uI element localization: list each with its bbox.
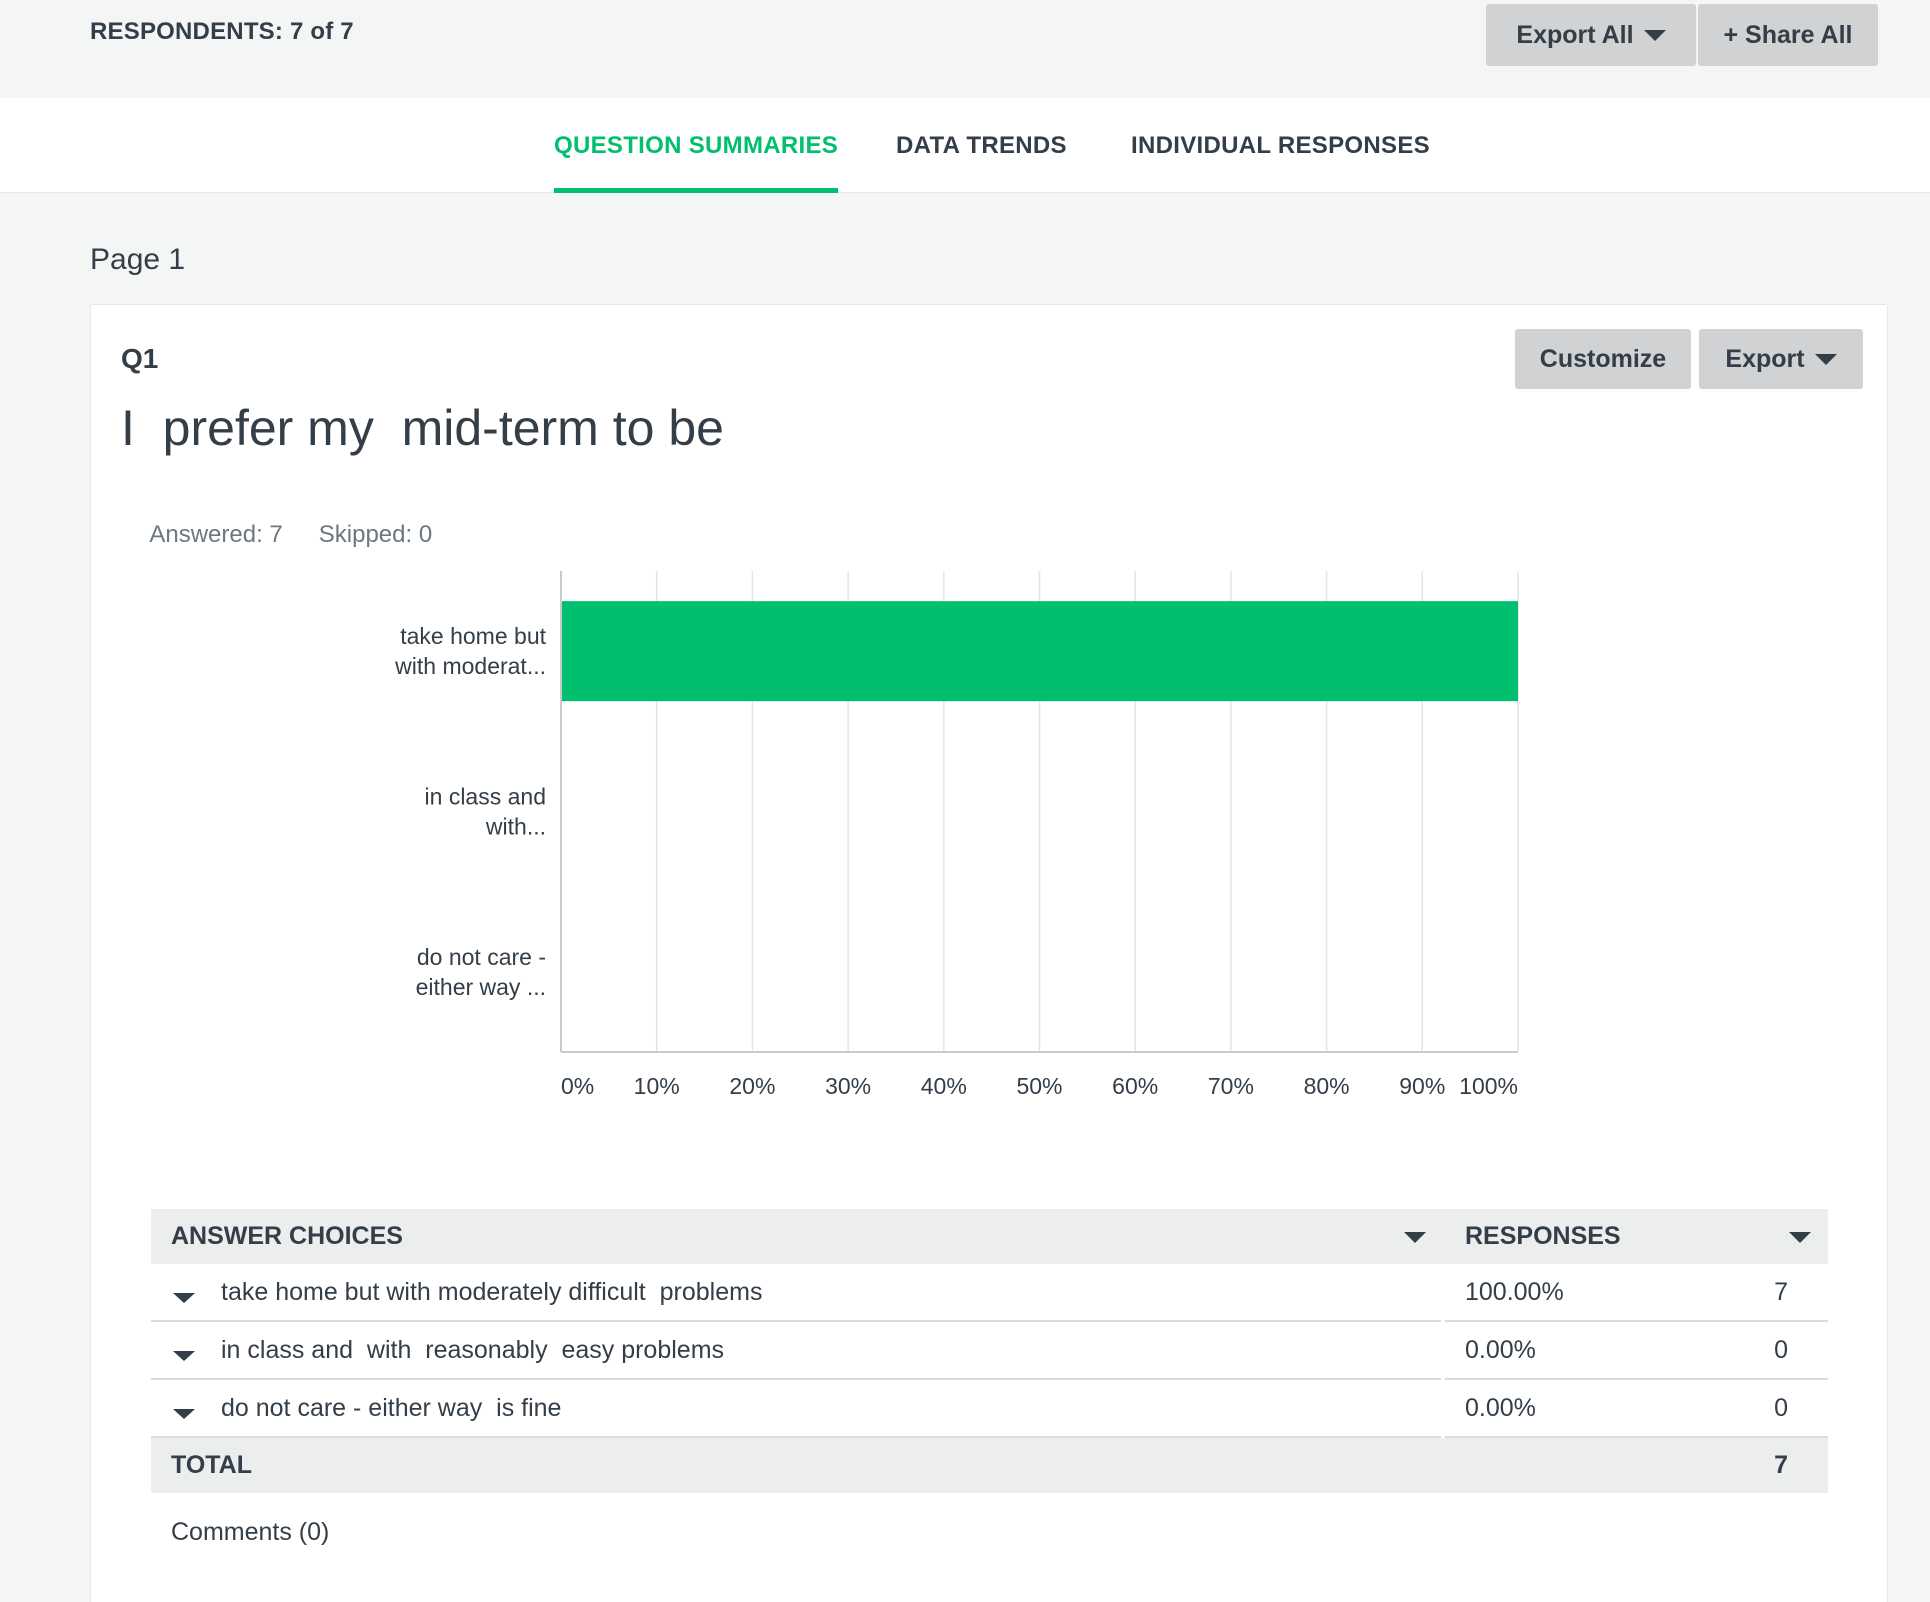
response-count: 7 (1774, 1277, 1788, 1306)
tab-question-summaries[interactable]: QUESTION SUMMARIES (554, 98, 839, 193)
question-number: Q1 (121, 343, 159, 374)
table-row: in class and with reasonably easy proble… (151, 1322, 1828, 1380)
bar-chart: take home but with moderat... in class and… (394, 571, 1519, 1099)
x-tick-label: 0% (561, 1073, 594, 1099)
export-label: Export (1725, 344, 1805, 373)
customize-label: Customize (1539, 344, 1667, 373)
choice-cell: in class and with reasonably easy proble… (151, 1322, 1441, 1380)
response-percent: 0.00% (1465, 1335, 1536, 1364)
share-all-button[interactable]: + Share All (1698, 4, 1878, 66)
sort-caret-icon[interactable] (1789, 1232, 1811, 1243)
export-all-button[interactable]: Export All (1486, 4, 1696, 66)
answered-count: Answered: 7 (149, 521, 283, 548)
choice-cell: do not care - either way is fine (151, 1380, 1441, 1438)
response-count: 0 (1774, 1393, 1788, 1422)
chevron-down-icon (1814, 353, 1837, 365)
expand-caret-icon[interactable] (173, 1293, 195, 1303)
x-tick-label: 50% (1016, 1073, 1062, 1099)
category-label: either way ... (416, 974, 546, 1000)
category-label: take home but (400, 623, 546, 649)
x-tick-label: 40% (921, 1073, 967, 1099)
response-cell: 0.00% 0 (1445, 1380, 1828, 1438)
x-tick-label: 60% (1112, 1073, 1158, 1099)
category-label: do not care - (417, 944, 546, 970)
x-tick-label: 100% (1459, 1073, 1518, 1099)
response-percent: 0.00% (1465, 1393, 1536, 1422)
choice-cell: take home but with moderately difficult … (151, 1264, 1441, 1322)
page-title: Page 1 (90, 243, 186, 276)
tab-bar: QUESTION SUMMARIES DATA TRENDS INDIVIDUA… (0, 98, 1930, 193)
top-bar: RESPONDENTS: 7 of 7 Export All + Share A… (0, 0, 1930, 98)
x-tick-label: 80% (1304, 1073, 1350, 1099)
response-cell: 100.00% 7 (1445, 1264, 1828, 1322)
x-tick-label: 20% (729, 1073, 775, 1099)
choice-text: take home but with moderately difficult … (221, 1277, 763, 1306)
header-choices-label: ANSWER CHOICES (171, 1222, 403, 1250)
x-tick-label: 90% (1399, 1073, 1445, 1099)
response-stats: Answered: 7 Skipped: 0 (124, 493, 468, 577)
choice-text: in class and with reasonably easy proble… (221, 1335, 725, 1364)
x-tick-label: 30% (825, 1073, 871, 1099)
choice-text: do not care - either way is fine (221, 1393, 562, 1422)
x-tick-label: 70% (1208, 1073, 1254, 1099)
sort-caret-icon[interactable] (1404, 1232, 1426, 1243)
response-percent: 100.00% (1465, 1277, 1564, 1306)
export-button[interactable]: Export (1699, 329, 1863, 389)
export-all-label: Export All (1516, 20, 1634, 49)
category-label: with... (485, 814, 546, 840)
response-count: 0 (1774, 1335, 1788, 1364)
header-responses-label: RESPONSES (1465, 1222, 1621, 1250)
chevron-down-icon (1643, 29, 1666, 41)
total-label: TOTAL (171, 1451, 253, 1479)
table-row: do not care - either way is fine 0.00% 0 (151, 1380, 1828, 1438)
x-tick-label: 10% (634, 1073, 680, 1099)
expand-caret-icon[interactable] (173, 1409, 195, 1419)
tab-individual-responses[interactable]: INDIVIDUAL RESPONSES (1131, 131, 1430, 159)
category-label: in class and (425, 784, 546, 810)
tab-data-trends[interactable]: DATA TRENDS (896, 131, 1067, 159)
question-title: I prefer my mid-term to be (121, 400, 724, 456)
bar (562, 601, 1518, 702)
answer-table: ANSWER CHOICES RESPONSES take home but w… (151, 1209, 1828, 1493)
total-row: TOTAL 7 (151, 1438, 1828, 1493)
table-row: take home but with moderately difficult … (151, 1264, 1828, 1322)
header-cell-choices: ANSWER CHOICES (151, 1209, 1441, 1264)
respondents-count: RESPONDENTS: 7 of 7 (90, 18, 354, 45)
skipped-count: Skipped: 0 (318, 521, 433, 548)
question-card: Q1 Customize Export I prefer my mid-term… (90, 304, 1888, 1602)
table-header: ANSWER CHOICES RESPONSES (151, 1209, 1828, 1264)
comments-link[interactable]: Comments (0) (171, 1518, 330, 1546)
category-label: with moderat... (394, 653, 546, 679)
customize-button[interactable]: Customize (1515, 329, 1691, 389)
expand-caret-icon[interactable] (173, 1351, 195, 1361)
response-cell: 0.00% 0 (1445, 1322, 1828, 1380)
header-cell-responses: RESPONSES (1445, 1209, 1828, 1264)
share-all-label: + Share All (1723, 20, 1853, 49)
total-value: 7 (1774, 1451, 1788, 1479)
